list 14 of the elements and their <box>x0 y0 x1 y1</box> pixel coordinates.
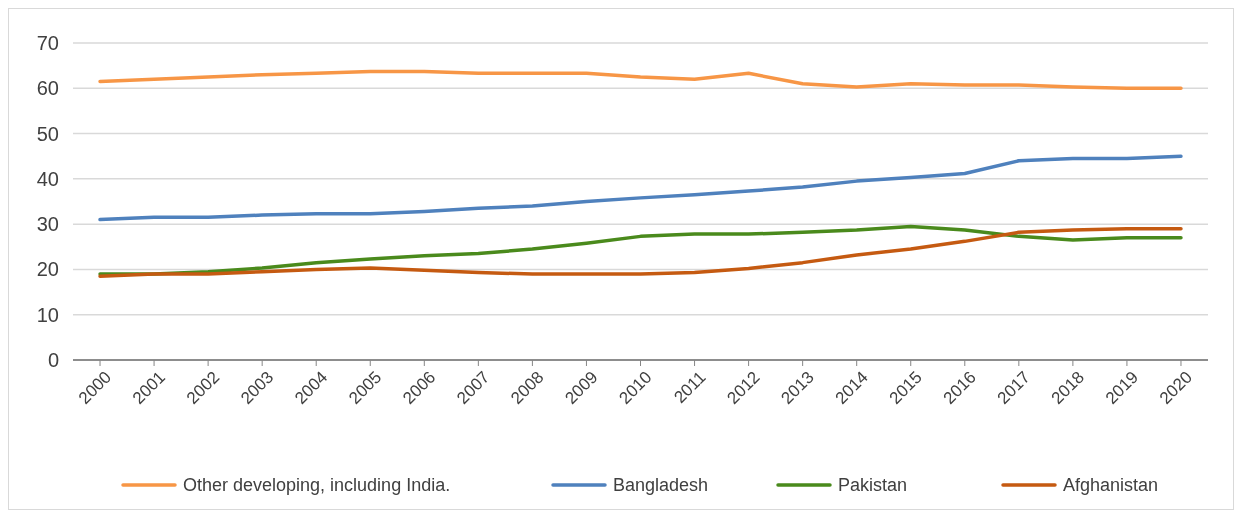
y-tick-label: 30 <box>36 213 59 236</box>
y-tick-label: 10 <box>36 303 59 326</box>
y-tick-label: 40 <box>36 167 59 190</box>
y-tick-label: 20 <box>36 258 59 281</box>
legend-label: Other developing, including India. <box>183 475 451 496</box>
y-tick-label: 70 <box>36 32 59 54</box>
y-tick-label: 0 <box>47 349 59 371</box>
legend-label: Bangladesh <box>613 475 709 496</box>
legend-label: Afghanistan <box>1063 475 1159 496</box>
y-tick-label: 60 <box>36 77 59 100</box>
line-series <box>98 69 1183 91</box>
y-tick-label: 50 <box>36 122 59 145</box>
line-series <box>98 154 1183 222</box>
legend-label: Pakistan <box>838 475 908 496</box>
